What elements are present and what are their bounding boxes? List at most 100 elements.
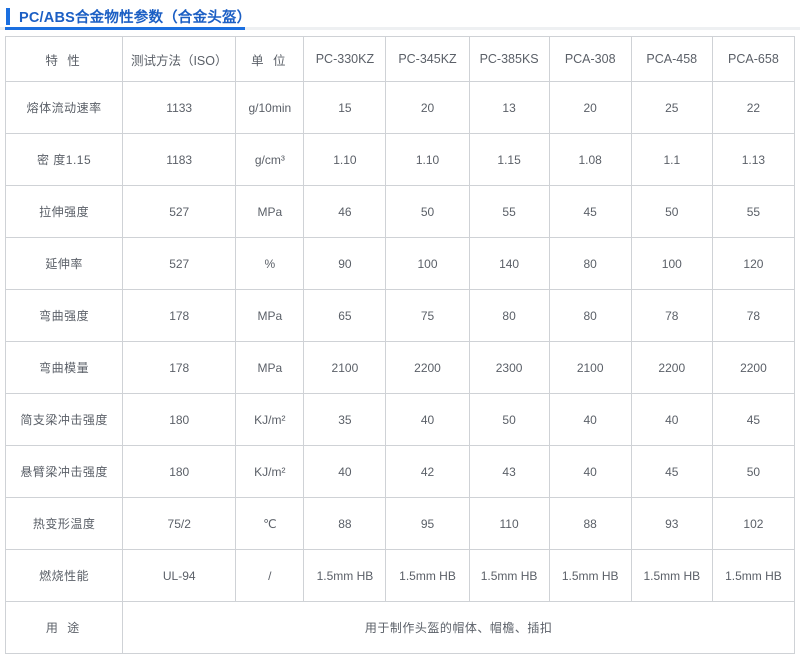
title-divider-accent: [5, 27, 245, 30]
cell-value: 80: [468, 289, 550, 342]
page-title: PC/ABS合金物性参数（合金头盔）: [19, 9, 252, 26]
table-row: 弯曲强度 178 MPa 65 75 80 80 78 78: [4, 289, 796, 342]
table-row: 延伸率 527% 90 100 140 80 100 120: [4, 237, 796, 290]
cell-value: 1.08: [548, 133, 632, 186]
cell-property: 熔体流动速率: [4, 81, 124, 134]
cell-unit: MPa: [235, 341, 305, 394]
cell-value: 102: [711, 497, 796, 550]
cell-value: 1.5mm HB: [711, 549, 796, 602]
table-row: 悬臂梁冲击强度 180 KJ/m² 40 42 43 40 45 50: [4, 445, 796, 498]
cell-method: 1183: [122, 133, 237, 186]
title-divider: [0, 27, 800, 30]
cell-value: 90: [303, 237, 387, 290]
cell-unit: ℃: [235, 497, 305, 550]
cell-unit: MPa: [235, 289, 305, 342]
cell-unit: KJ/m²: [235, 445, 305, 498]
cell-value: 1.5mm HB: [548, 549, 632, 602]
cell-value: 40: [385, 393, 470, 446]
cell-method: UL-94: [122, 549, 237, 602]
table-row: 密 度1.15 1183 g/cm³ 1.10 1.10 1.15 1.08 1.1 1.13: [4, 133, 796, 186]
cell-property: 热变形温度: [4, 497, 124, 550]
cell-usage-label: 用 途: [4, 601, 124, 654]
cell-value: 55: [468, 185, 550, 238]
cell-value: 40: [548, 393, 632, 446]
cell-value: 65: [303, 289, 387, 342]
cell-property: 延伸率: [4, 237, 124, 290]
cell-value: 75: [385, 289, 470, 342]
material-properties-table: 特 性 测试方法（ISO） 单 位 PC-330KZ PC-345KZ PC-3…: [4, 36, 796, 654]
cell-property: 弯曲模量: [4, 341, 124, 394]
title-accent-bar-icon: [6, 7, 10, 25]
cell-value: 40: [548, 445, 632, 498]
cell-value: 2100: [303, 341, 387, 394]
cell-usage-text: 用于制作头盔的帽体、帽檐、插扣: [122, 601, 795, 654]
table-row: 燃烧性能 UL-94/1.5mm HB 1.5mm HB 1.5mm HB 1.5mm …: [4, 549, 796, 602]
cell-value: 1.1: [630, 133, 713, 186]
cell-property: 简支梁冲击强度: [4, 393, 124, 446]
column-header-pc-385ks: PC-385KS: [468, 36, 550, 82]
cell-value: 1.5mm HB: [303, 549, 387, 602]
column-header-pca-308: PCA-308: [548, 36, 632, 82]
cell-value: 1.13: [711, 133, 796, 186]
cell-unit: KJ/m²: [235, 393, 305, 446]
cell-property: 拉伸强度: [4, 185, 124, 238]
column-header-method: 测试方法（ISO）: [122, 36, 237, 82]
cell-value: 45: [711, 393, 796, 446]
cell-value: 45: [630, 445, 713, 498]
column-header-pca-658: PCA-658: [711, 36, 796, 82]
cell-value: 46: [303, 185, 387, 238]
cell-value: 2300: [468, 341, 550, 394]
cell-value: 2200: [630, 341, 713, 394]
cell-value: 50: [385, 185, 470, 238]
cell-value: 55: [711, 185, 796, 238]
cell-value: 100: [385, 237, 470, 290]
table-header: 特 性 测试方法（ISO） 单 位 PC-330KZ PC-345KZ PC-3…: [4, 36, 796, 82]
cell-value: 45: [548, 185, 632, 238]
cell-value: 42: [385, 445, 470, 498]
cell-method: 180: [122, 445, 237, 498]
cell-unit: MPa: [235, 185, 305, 238]
page-header: PC/ABS合金物性参数（合金头盔）: [0, 0, 800, 36]
cell-value: 1.10: [385, 133, 470, 186]
cell-property: 悬臂梁冲击强度: [4, 445, 124, 498]
cell-value: 2200: [711, 341, 796, 394]
table-row: 拉伸强度 527 MPa 46 50 55 45 50 55: [4, 185, 796, 238]
cell-value: 1.5mm HB: [468, 549, 550, 602]
cell-value: 20: [548, 81, 632, 134]
cell-value: 110: [468, 497, 550, 550]
cell-value: 93: [630, 497, 713, 550]
cell-value: 78: [711, 289, 796, 342]
table-row: 热变形温度 75/2 ℃ 88 95 110 88 93 102: [4, 497, 796, 550]
cell-value: 95: [385, 497, 470, 550]
cell-value: 88: [548, 497, 632, 550]
cell-value: 140: [468, 237, 550, 290]
cell-unit: g/cm³: [235, 133, 305, 186]
cell-unit: %: [235, 237, 305, 290]
cell-value: 1.10: [303, 133, 387, 186]
cell-property: 燃烧性能: [4, 549, 124, 602]
cell-method: 527: [122, 185, 237, 238]
cell-value: 78: [630, 289, 713, 342]
column-header-unit: 单 位: [235, 36, 305, 82]
cell-value: 22: [711, 81, 796, 134]
cell-value: 50: [711, 445, 796, 498]
cell-method: 527: [122, 237, 237, 290]
cell-value: 50: [630, 185, 713, 238]
cell-value: 40: [303, 445, 387, 498]
table-body: 熔体流动速率 1133 g/10min 15 20 13 20 25 22 密 度1.15 1183…: [4, 81, 796, 654]
table-row: 弯曲模量 178 MPa 2100 2200 2300 2100 2200 2200: [4, 341, 796, 394]
cell-value: 2200: [385, 341, 470, 394]
cell-value: 80: [548, 237, 632, 290]
cell-method: 1133: [122, 81, 237, 134]
cell-unit: /: [235, 549, 305, 602]
cell-value: 43: [468, 445, 550, 498]
cell-value: 1.15: [468, 133, 550, 186]
table-container: 特 性 测试方法（ISO） 单 位 PC-330KZ PC-345KZ PC-3…: [0, 36, 800, 654]
cell-value: 35: [303, 393, 387, 446]
column-header-property: 特 性: [4, 36, 124, 82]
cell-unit: g/10min: [235, 81, 305, 134]
cell-value: 88: [303, 497, 387, 550]
cell-value: 40: [630, 393, 713, 446]
cell-method: 75/2: [122, 497, 237, 550]
cell-value: 13: [468, 81, 550, 134]
